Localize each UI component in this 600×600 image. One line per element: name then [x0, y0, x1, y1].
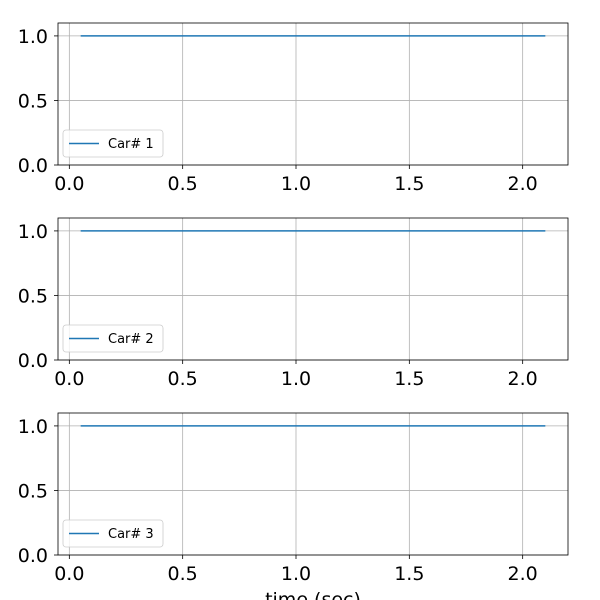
x-tick-label: 0.0 [54, 173, 84, 195]
x-tick-label: 0.5 [168, 563, 198, 585]
x-tick-label: 1.5 [394, 563, 424, 585]
axes-frame [57, 412, 569, 556]
legend: Car# 3 [62, 519, 164, 548]
legend: Car# 1 [62, 129, 164, 158]
legend-label: Car# 3 [108, 527, 154, 542]
x-tick-label: 1.5 [394, 173, 424, 195]
x-tick-label: 1.0 [281, 563, 311, 585]
legend-label: Car# 1 [108, 137, 154, 152]
x-tick-label: 1.0 [281, 368, 311, 390]
subplot-1: 0.0 0.5 1.0 1.5 2.0 0.0 0.5 1.0 Car# 1 [18, 22, 569, 195]
subplot-2: 0.0 0.5 1.0 1.5 2.0 0.0 0.5 1.0 Car# 2 [18, 217, 569, 390]
axes-frame [57, 217, 569, 361]
legend-box [62, 519, 164, 548]
x-tick-label: 1.5 [394, 368, 424, 390]
y-tick-label: 0.5 [18, 285, 48, 307]
y-tick-label: 1.0 [18, 221, 48, 243]
y-tick-label: 0.0 [18, 545, 48, 567]
legend: Car# 2 [62, 324, 164, 353]
y-tick-label: 0.5 [18, 480, 48, 502]
x-tick-label: 2.0 [508, 173, 538, 195]
x-tick-label: 1.0 [281, 173, 311, 195]
legend-label: Car# 2 [108, 332, 154, 347]
y-tick-label: 0.0 [18, 155, 48, 177]
subplot-3: 0.0 0.5 1.0 1.5 2.0 0.0 0.5 1.0 Car# 3 time (sec) [18, 412, 569, 600]
x-tick-label: 0.5 [168, 368, 198, 390]
y-tick-label: 0.5 [18, 90, 48, 112]
x-axis-label: time (sec) [265, 589, 361, 600]
x-tick-label: 0.0 [54, 563, 84, 585]
y-tick-label: 0.0 [18, 350, 48, 372]
y-tick-label: 1.0 [18, 26, 48, 48]
x-tick-label: 0.5 [168, 173, 198, 195]
y-tick-label: 1.0 [18, 416, 48, 438]
axes-frame [57, 22, 569, 166]
legend-box [62, 324, 164, 353]
x-tick-label: 2.0 [508, 563, 538, 585]
x-tick-label: 0.0 [54, 368, 84, 390]
legend-box [62, 129, 164, 158]
x-tick-label: 2.0 [508, 368, 538, 390]
